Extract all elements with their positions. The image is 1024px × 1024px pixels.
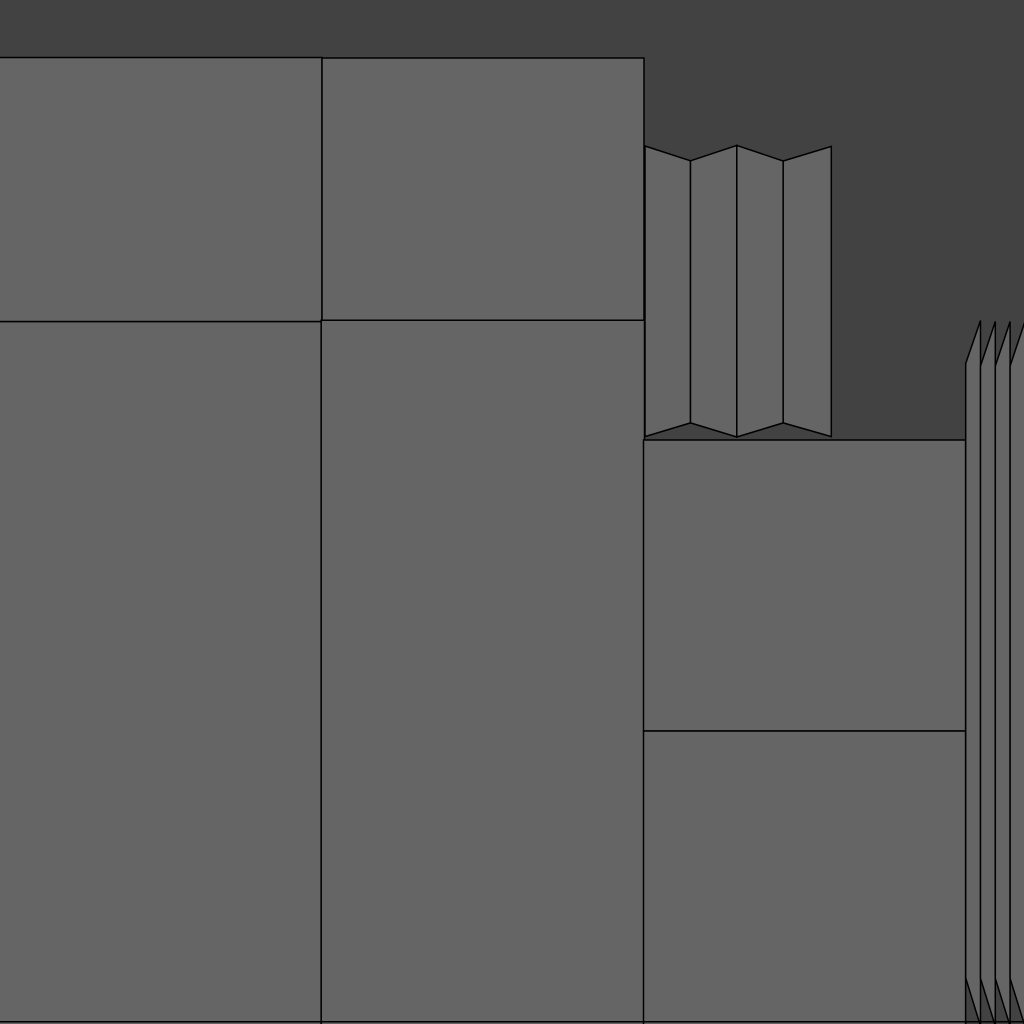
- uv-island-rect-bottom-left[interactable]: [0, 320, 322, 1024]
- uv-fold-quad-4[interactable]: [782, 145, 833, 438]
- uv-island-rect-top-left[interactable]: [0, 56, 323, 323]
- uv-strip-2[interactable]: [979, 321, 997, 1024]
- uv-strip-4[interactable]: [1009, 321, 1024, 1024]
- uv-island-rect-mid-right[interactable]: [642, 439, 967, 732]
- uv-island-rect-bottom-mid[interactable]: [320, 319, 646, 1024]
- uv-fold-quad-1[interactable]: [644, 144, 692, 438]
- uv-island-rect-top-mid[interactable]: [321, 57, 645, 322]
- uv-fold-quad-2[interactable]: [689, 144, 738, 439]
- uv-island-rect-bottom-right[interactable]: [642, 730, 967, 1024]
- uv-strip-3[interactable]: [994, 321, 1011, 1024]
- uv-fold-quad-3[interactable]: [736, 144, 784, 439]
- uv-strip-1[interactable]: [964, 320, 982, 1024]
